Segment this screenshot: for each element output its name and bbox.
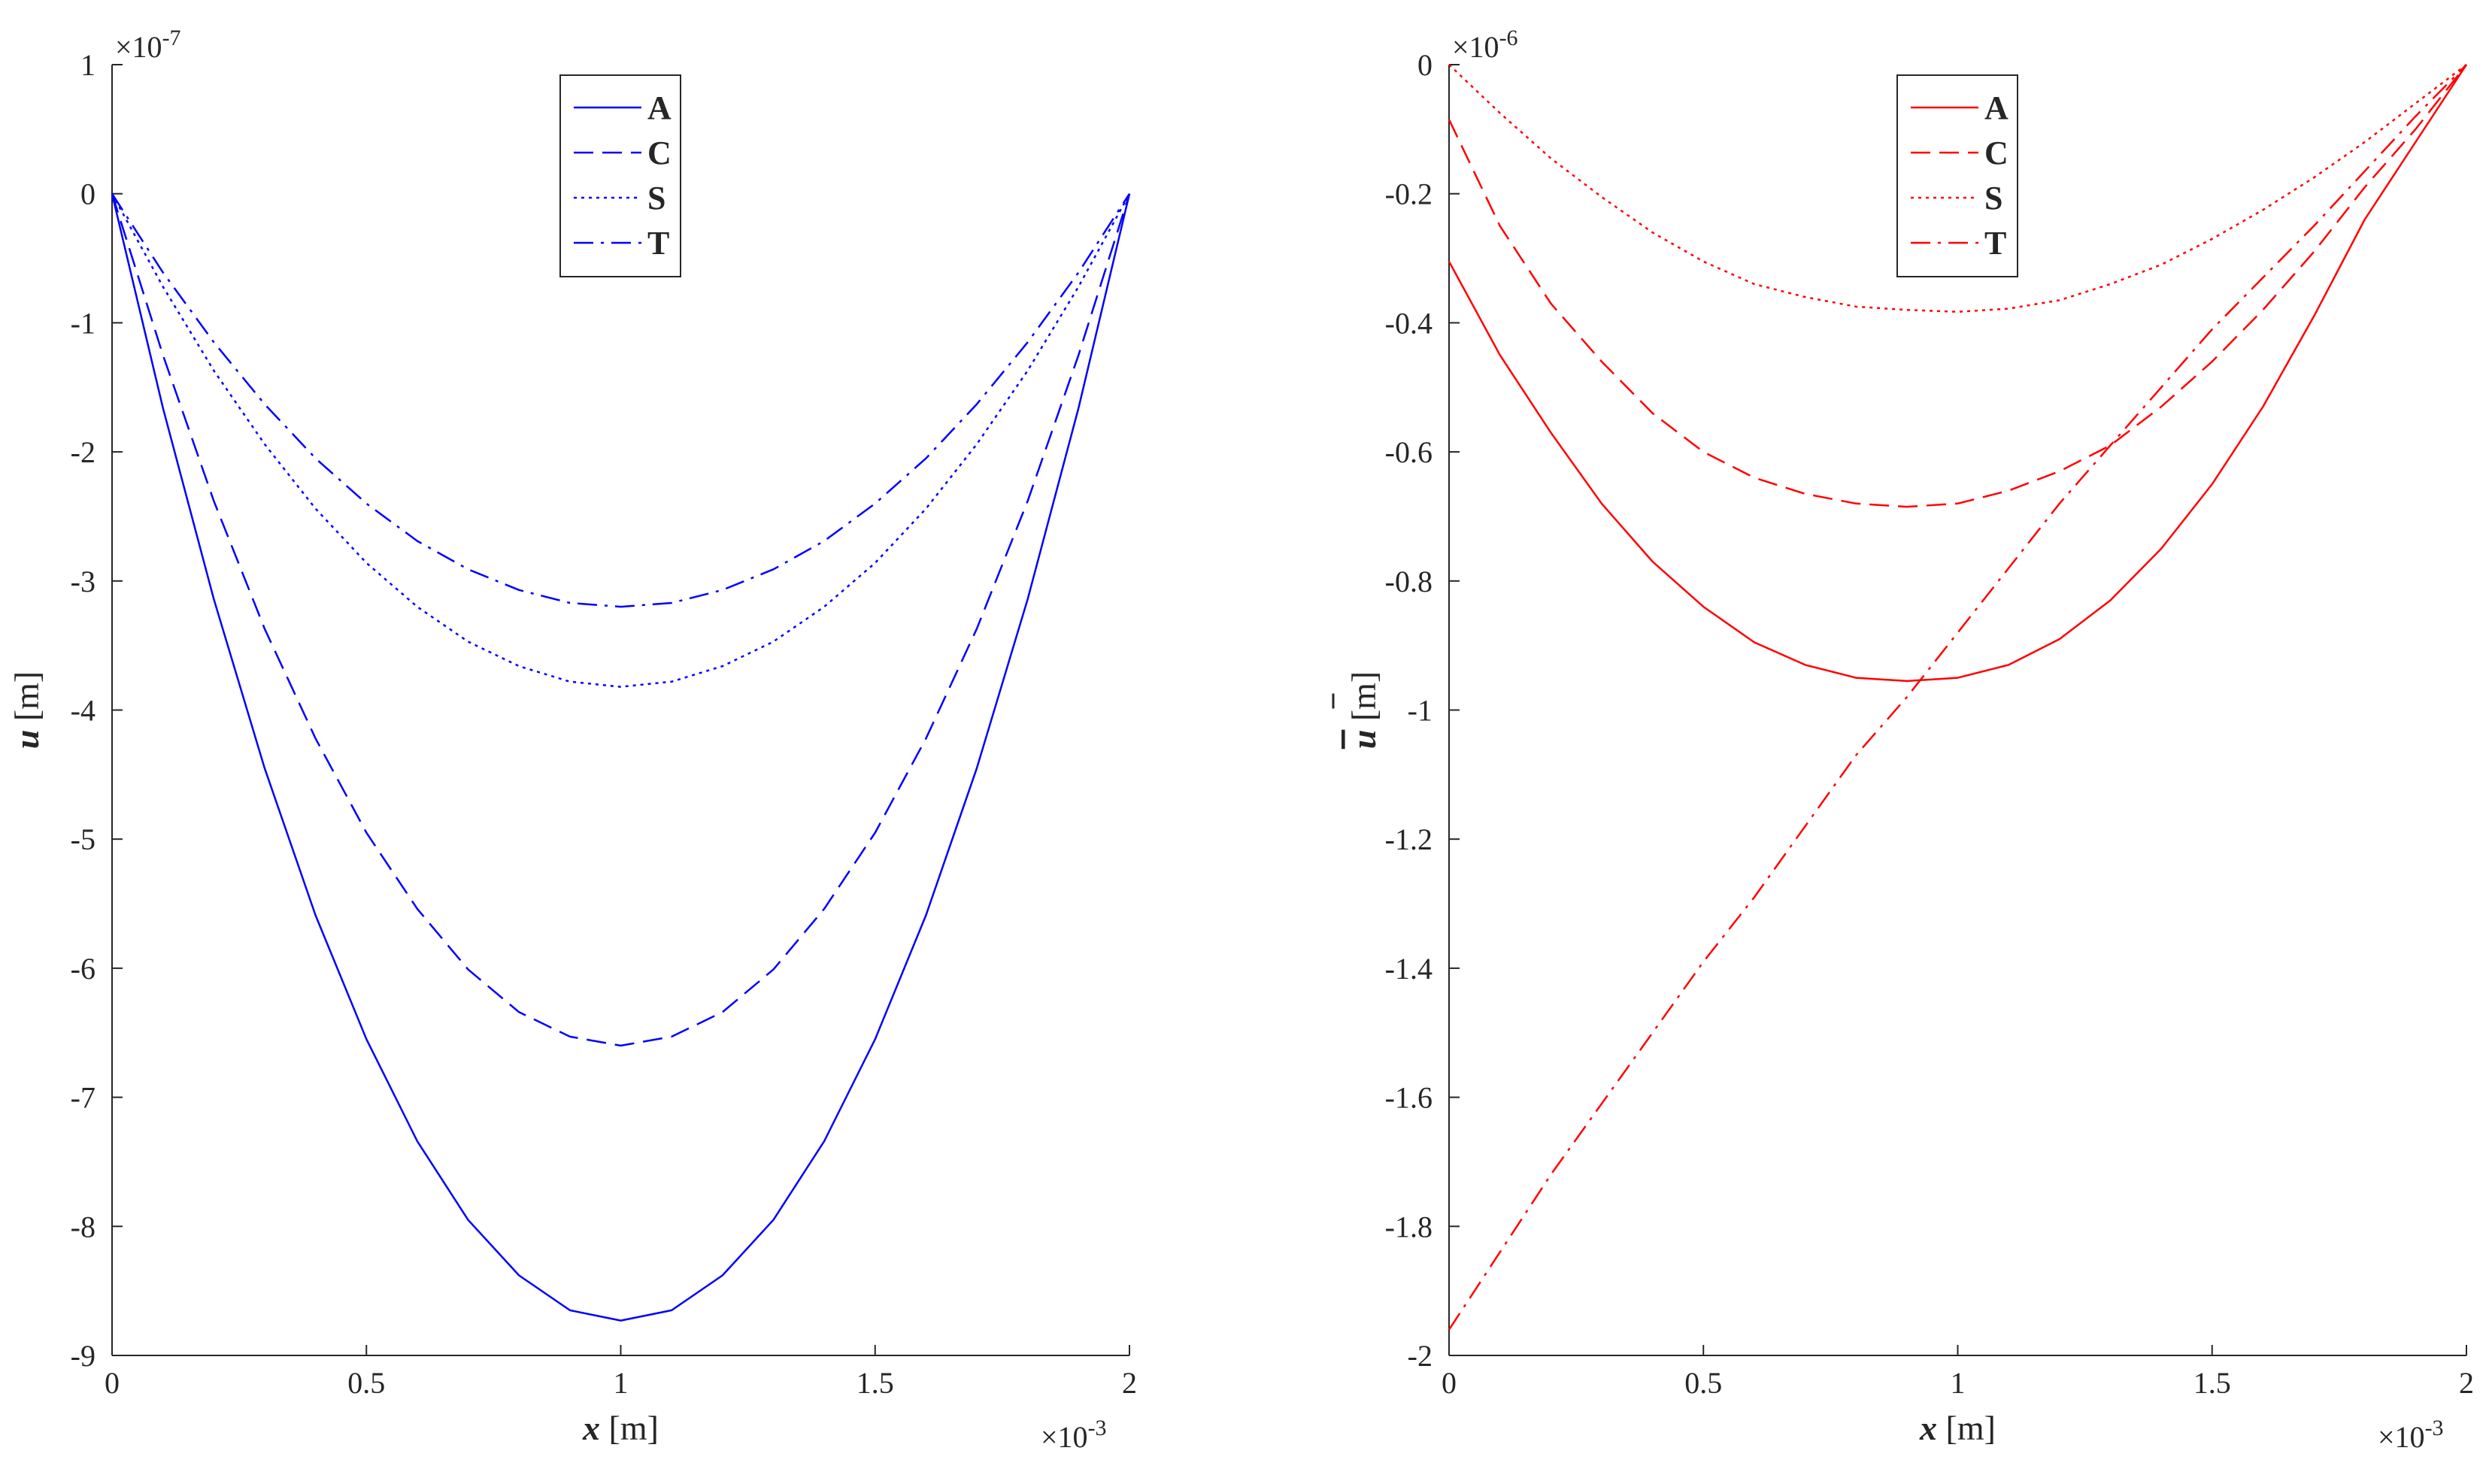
right-x-tick-label: 0: [1442, 1366, 1457, 1400]
left-y-tick-label: -8: [71, 1210, 95, 1243]
right-x-tick-label: 2: [2459, 1366, 2474, 1400]
left-legend-label-T: T: [647, 225, 669, 262]
right-chart-panel: 0 0.5 1 1.5 2 0 -0.2 -0.4 -0.6 -0.8 -1 -1.2 -1.4 -1.6…: [1332, 26, 2474, 1454]
right-series-line-A: [1448, 64, 2468, 683]
left-series-line-A: [111, 193, 1131, 1322]
left-series-line-C: [111, 193, 1131, 1047]
left-x-exponent-label: ×10-3: [1041, 1416, 1107, 1454]
left-chart-panel: 0 0.5 1 1.5 2 1 0 -1 -2 -3 -4 -5 -6 -7 -8 -9 ×10-7 ×10-3 x…: [8, 26, 1137, 1454]
right-legend-label-T: T: [1984, 225, 2006, 262]
left-x-tick-label: 0: [105, 1366, 120, 1400]
left-y-tick-label: -6: [71, 952, 95, 986]
left-legend-label-S: S: [647, 180, 665, 217]
right-series-line-C: [1448, 64, 2467, 508]
right-legend-label-S: S: [1984, 180, 2002, 217]
left-y-tick-label: -3: [71, 565, 95, 598]
left-y-tick-label: -1: [71, 306, 95, 340]
right-x-exponent-label: ×10-3: [2378, 1416, 2444, 1454]
right-y-tick-label: 0: [1417, 48, 1432, 82]
left-legend-label-C: C: [647, 135, 672, 171]
left-y-axis-title: u [m]: [8, 671, 46, 750]
left-x-tick-label: 0.5: [347, 1366, 385, 1400]
left-x-tick-label: 1.5: [856, 1366, 894, 1400]
left-y-tick-label: -4: [71, 694, 95, 728]
right-y-tick-label: -1.4: [1385, 952, 1432, 986]
left-y-tick-label: -5: [71, 822, 95, 856]
right-y-tick-label: -1: [1408, 694, 1432, 728]
right-y-tick-label: -0.4: [1385, 306, 1432, 340]
right-y-tick-label: -0.2: [1385, 177, 1432, 211]
left-series-line-T: [111, 193, 1131, 608]
right-series-line-T: [1448, 64, 2467, 1331]
left-y-tick-label: -9: [71, 1339, 95, 1373]
right-x-axis-title: x [m]: [1919, 1409, 1996, 1447]
right-x-tick-label: 1: [1951, 1366, 1966, 1400]
right-y-tick-label: -1.8: [1385, 1210, 1432, 1243]
left-x-tick-label: 2: [1122, 1366, 1137, 1400]
left-legend-label-A: A: [647, 89, 672, 126]
right-y-tick-label: -1.2: [1385, 822, 1432, 856]
left-y-tick-label: 1: [80, 48, 95, 82]
left-x-tick-label: 1: [614, 1366, 629, 1400]
right-y-axis-title: u [m]: [1345, 671, 1383, 750]
right-y-tick-label: -1.6: [1385, 1081, 1432, 1115]
right-legend-label-C: C: [1984, 135, 2009, 171]
right-y-tick-label: -2: [1408, 1339, 1432, 1373]
left-y-tick-label: -7: [71, 1081, 95, 1115]
right-y-tick-label: -0.6: [1385, 435, 1432, 469]
right-x-tick-label: 1.5: [2193, 1366, 2231, 1400]
left-y-exponent-label: ×10-7: [115, 26, 181, 64]
left-y-tick-label: -2: [71, 435, 95, 469]
right-x-tick-label: 0.5: [1684, 1366, 1722, 1400]
left-series-line-S: [111, 193, 1131, 688]
right-y-exponent-label: ×10-6: [1452, 26, 1518, 64]
left-x-axis-title: x [m]: [582, 1409, 659, 1447]
right-legend-label-A: A: [1984, 89, 2009, 126]
right-y-tick-label: -0.8: [1385, 565, 1432, 598]
left-y-tick-label: 0: [80, 177, 95, 211]
